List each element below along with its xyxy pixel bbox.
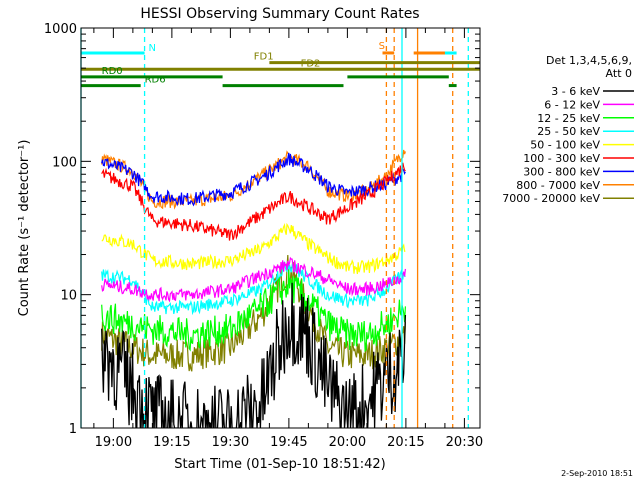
flag-bar-label: FD2 [301,58,321,69]
series-line [101,282,407,428]
series-line [101,254,406,372]
legend-title-line: Det 1,3,4,5,6,9, [546,54,632,67]
x-tick-label: 19:30 [212,435,249,450]
flag-bar-label: N [148,43,155,54]
x-axis-label: Start Time (01-Sep-10 18:51:42) [174,457,385,472]
flag-bar-label: RD0 [102,66,123,77]
x-tick-label: 20:15 [387,435,424,450]
series-line [101,261,406,316]
series-line [101,269,406,353]
plot-area: N S FD1 FD2 RD0 RD6 1 10 100 1000 19:00 19:15 19:30 1… [44,22,483,450]
flag-bar-label: FD1 [254,52,274,63]
legend-label: 12 - 25 keV [537,112,600,125]
y-tick-label: 100 [52,155,77,170]
legend-title: Det 1,3,4,5,6,9, Att 0 [546,54,632,80]
flag-bar-label: S [379,41,385,52]
x-tick-label: 19:00 [95,435,132,450]
legend-label: 100 - 300 keV [523,152,600,165]
legend-label: 300 - 800 keV [523,165,600,178]
legend-label: 25 - 50 keV [537,125,600,138]
legend-label: 6 - 12 keV [544,98,600,111]
legend-label: 800 - 7000 keV [516,179,600,192]
series-line [101,162,406,241]
x-tick-label: 19:15 [153,435,190,450]
series-line [101,222,406,275]
legend-label: 7000 - 20000 keV [502,192,600,205]
x-tick-label: 20:00 [329,435,366,450]
y-tick-label: 1 [69,422,77,437]
timestamp: 2-Sep-2010 18:51 [561,469,633,478]
chart-title: HESSI Observing Summary Count Rates [140,6,419,22]
y-axis-label: Count Rate (s⁻¹ detector⁻¹) [17,140,32,317]
x-tick-label: 19:45 [270,435,307,450]
legend-title-line: Att 0 [606,67,632,80]
series-line [101,149,406,210]
y-tick-label: 10 [60,289,77,304]
legend-label: 50 - 100 keV [530,139,600,152]
flag-bar-label: RD6 [145,75,166,86]
series-line [101,152,406,207]
legend-label: 3 - 6 keV [551,85,600,98]
x-tick-label: 20:30 [446,435,483,450]
series-line [101,256,406,303]
y-tick-label: 1000 [44,22,77,37]
plot-frame [80,27,481,429]
